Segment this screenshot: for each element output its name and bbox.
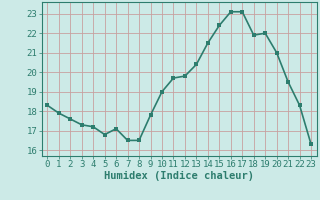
X-axis label: Humidex (Indice chaleur): Humidex (Indice chaleur) — [104, 171, 254, 181]
